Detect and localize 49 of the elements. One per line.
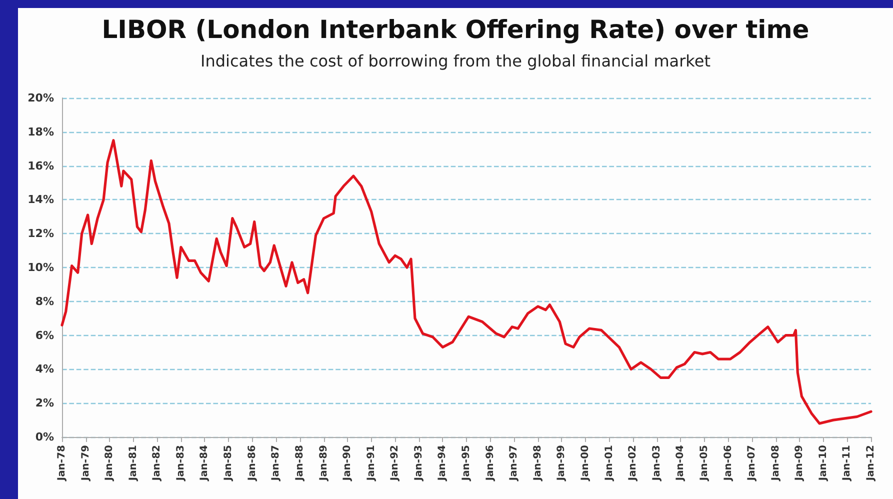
y-tick-label: 10% (28, 261, 54, 274)
x-tick-label: Jan-86 (246, 444, 258, 482)
x-tick-label: Jan-95 (461, 444, 472, 482)
x-tick-label: Jan-91 (366, 444, 377, 482)
x-tick-label: Jan-97 (508, 444, 520, 482)
y-tick-label: 6% (35, 328, 54, 342)
x-tick-label: Jan-02 (628, 444, 639, 482)
line-series (60, 139, 872, 425)
x-tick-label: Jan-03 (651, 444, 662, 482)
x-tick-label: Jan-07 (746, 444, 758, 482)
x-tick-label: Jan-88 (294, 444, 306, 482)
x-tick-label: Jan-90 (342, 444, 354, 482)
x-tick-label: Jan-11 (842, 444, 853, 482)
x-tick-label: Jan-93 (413, 444, 424, 482)
x-tick-label: Jan-10 (818, 444, 829, 482)
x-tick-label: Jan-06 (722, 444, 734, 482)
y-tick-label: 20% (28, 92, 54, 104)
y-tick-label: 2% (35, 396, 54, 410)
y-tick-label: 14% (28, 193, 54, 206)
x-tick-label: Jan-82 (152, 444, 163, 482)
chart-subtitle: Indicates the cost of borrowing from the global financial market (200, 52, 710, 70)
y-tick-label: 18% (28, 125, 54, 138)
x-tick-label: Jan-05 (698, 444, 710, 482)
x-tick-label: Jan-87 (270, 444, 282, 482)
x-tick-label: Jan-12 (866, 444, 876, 482)
x-tick-label: Jan-08 (770, 444, 782, 482)
x-tick-label: Jan-92 (390, 444, 401, 482)
x-tick-label: Jan-89 (318, 444, 330, 482)
x-tick-label: Jan-84 (199, 444, 210, 482)
x-tick-label: Jan-85 (223, 444, 234, 482)
x-tick-label: Jan-79 (80, 444, 92, 482)
x-tick-label: Jan-96 (484, 444, 496, 482)
x-tick-label: Jan-98 (532, 444, 544, 482)
x-tick-label: Jan-00 (580, 444, 591, 482)
y-tick-label: 0% (35, 430, 54, 444)
y-tick-label: 16% (28, 159, 54, 172)
x-tick-label: Jan-99 (556, 444, 568, 482)
x-tick-label: Jan-04 (675, 444, 686, 482)
x-tick-label: Jan-94 (437, 444, 448, 482)
x-tick-label: Jan-09 (794, 444, 806, 482)
chart-title: LIBOR (London Interbank Offering Rate) over time (102, 15, 810, 44)
x-tick-label: Jan-81 (128, 444, 139, 482)
x-tick-label: Jan-83 (175, 444, 186, 482)
x-tick-label: Jan-78 (56, 444, 68, 482)
y-tick-label: 8% (35, 294, 54, 308)
y-tick-label: 4% (35, 362, 54, 376)
y-tick-label: 12% (28, 227, 54, 240)
x-tick-label: Jan-01 (604, 444, 615, 482)
x-tick-label: Jan-80 (104, 444, 116, 482)
